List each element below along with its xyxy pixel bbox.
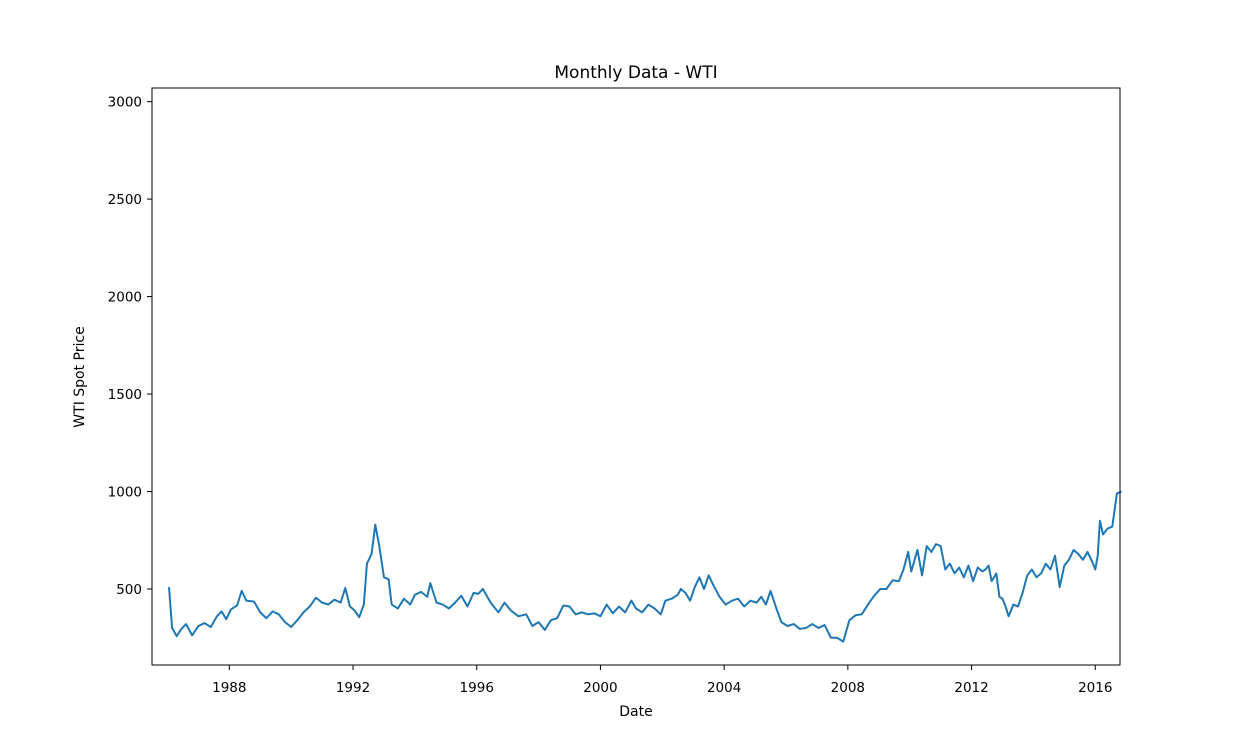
x-tick-label: 2012 [954,680,988,696]
x-tick-label: 2000 [583,680,617,696]
x-tick-label: 1988 [212,680,246,696]
series-line-0 [168,490,1122,643]
y-tick-label: 3000 [108,95,142,111]
y-tick-label: 2000 [108,290,142,306]
y-tick-label: 2500 [108,192,142,208]
x-tick-label: 2016 [1078,680,1112,696]
y-axis-label: WTI Spot Price [72,326,88,427]
chart-title: Monthly Data - WTI [554,63,717,83]
x-tick-label: 1996 [460,680,494,696]
axes-frame [151,87,1121,666]
y-tick-label: 1000 [108,485,142,501]
x-tick-label: 1992 [336,680,370,696]
y-tick-label: 1500 [108,387,142,403]
x-axis-label: Date [619,704,652,720]
x-axis: 1988 1992 1996 2000 2004 2008 2012 2016 [212,665,1112,696]
y-tick-label: 500 [116,582,142,598]
x-tick-label: 2004 [707,680,741,696]
y-axis: 500 1000 1500 2000 2500 3000 [108,95,152,598]
x-tick-label: 2008 [831,680,865,696]
plot-area [168,490,1122,643]
